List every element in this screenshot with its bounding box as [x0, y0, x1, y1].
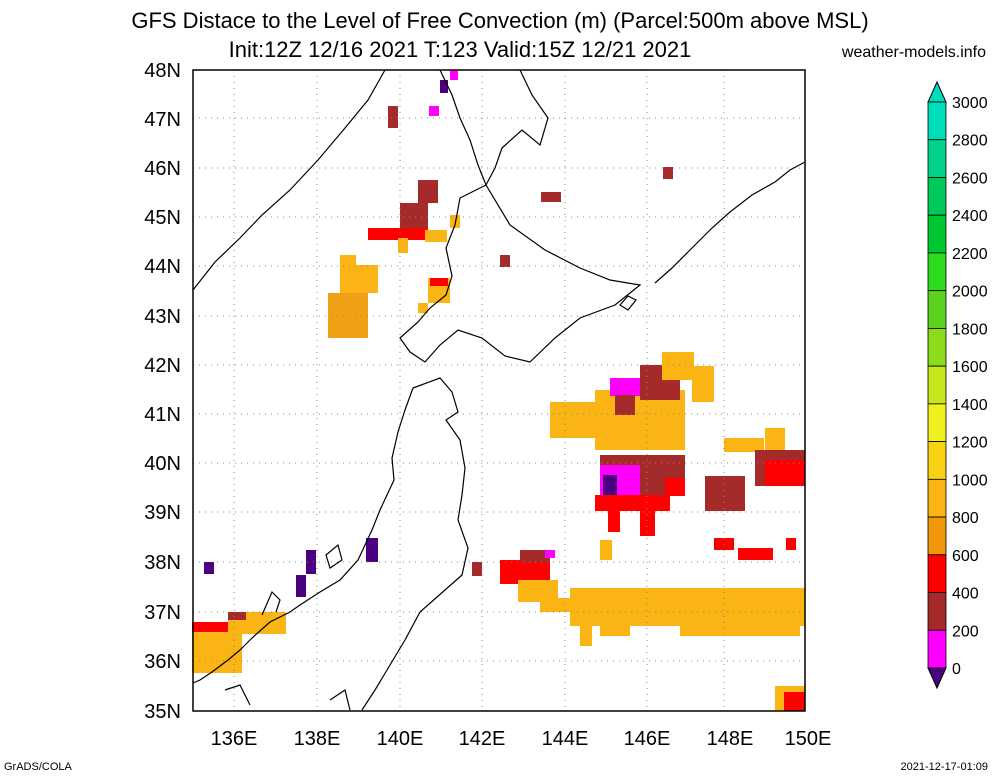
- brand-label: weather-models.info: [841, 44, 986, 61]
- colorbar-segment: [927, 441, 947, 480]
- latitude-labels: 48N 47N 46N 45N 44N 43N 42N 41N 40N 39N …: [144, 60, 181, 723]
- lat-label: 42N: [144, 355, 181, 377]
- lon-label: 136E: [211, 728, 258, 750]
- lon-label: 138E: [294, 728, 341, 750]
- longitude-labels: 136E 138E 140E 142E 144E 146E 148E 150E: [211, 728, 832, 750]
- colorbar-label: 2000: [952, 284, 988, 301]
- colorbar-label: 3000: [952, 95, 988, 112]
- convection-patches: [192, 70, 805, 711]
- colorbar-segment: [927, 365, 947, 405]
- lat-label: 38N: [144, 552, 181, 574]
- lat-label: 44N: [144, 256, 181, 278]
- colorbar-label: 200: [952, 623, 979, 640]
- colorbar-label: 0: [952, 661, 961, 678]
- lat-label: 46N: [144, 158, 181, 180]
- colorbar-segment: [927, 101, 947, 141]
- colorbar-label: 600: [952, 548, 979, 565]
- lat-label: 36N: [144, 651, 181, 673]
- footer-software: GrADS/COLA: [4, 761, 72, 773]
- lon-label: 140E: [377, 728, 424, 750]
- colorbar-segment: [927, 554, 947, 593]
- lat-label: 35N: [144, 701, 181, 723]
- chart-title: GFS Distace to the Level of Free Convect…: [131, 8, 869, 33]
- colorbar-label: 1200: [952, 435, 988, 452]
- lat-label: 39N: [144, 502, 181, 524]
- footer-timestamp: 2021-12-17-01:09: [900, 761, 988, 773]
- coastline: [192, 69, 806, 711]
- lat-label: 37N: [144, 602, 181, 624]
- lat-label: 43N: [144, 306, 181, 328]
- colorbar-segment: [927, 478, 947, 518]
- colorbar-segment: [927, 592, 947, 631]
- lon-label: 148E: [707, 728, 754, 750]
- colorbar-segment: [927, 629, 947, 669]
- lat-lon-grid: [193, 70, 805, 710]
- colorbar-segment: [927, 177, 947, 216]
- colorbar-label: 2200: [952, 246, 988, 263]
- colorbar-label: 800: [952, 510, 979, 527]
- colorbar-segment: [927, 403, 947, 443]
- colorbar-label: 1400: [952, 397, 988, 414]
- lon-label: 144E: [542, 728, 589, 750]
- lat-label: 48N: [144, 60, 181, 82]
- chart-subtitle: Init:12Z 12/16 2021 T:123 Valid:15Z 12/2…: [228, 37, 692, 62]
- lat-label: 45N: [144, 207, 181, 229]
- colorbar-segment: [927, 290, 947, 329]
- colorbar-label: 2800: [952, 133, 988, 150]
- colorbar-label: 2600: [952, 170, 988, 187]
- colorbar: 3000280026002400220020001800160014001200…: [927, 80, 988, 690]
- colorbar-label: 2400: [952, 208, 988, 225]
- lat-label: 47N: [144, 109, 181, 131]
- colorbar-max-arrow: [927, 80, 947, 103]
- colorbar-label: 1800: [952, 321, 988, 338]
- map-frame: [192, 69, 806, 712]
- colorbar-min-arrow: [927, 667, 947, 690]
- lat-label: 41N: [144, 404, 181, 426]
- colorbar-segment: [927, 327, 947, 367]
- lon-label: 150E: [785, 728, 832, 750]
- colorbar-segment: [927, 252, 947, 292]
- colorbar-segment: [927, 516, 947, 556]
- colorbar-label: 1600: [952, 359, 988, 376]
- lon-label: 146E: [624, 728, 671, 750]
- lat-label: 40N: [144, 453, 181, 475]
- colorbar-segment: [927, 214, 947, 254]
- colorbar-label: 400: [952, 586, 979, 603]
- colorbar-label: 1000: [952, 472, 988, 489]
- colorbar-segment: [927, 139, 947, 178]
- lon-label: 142E: [459, 728, 506, 750]
